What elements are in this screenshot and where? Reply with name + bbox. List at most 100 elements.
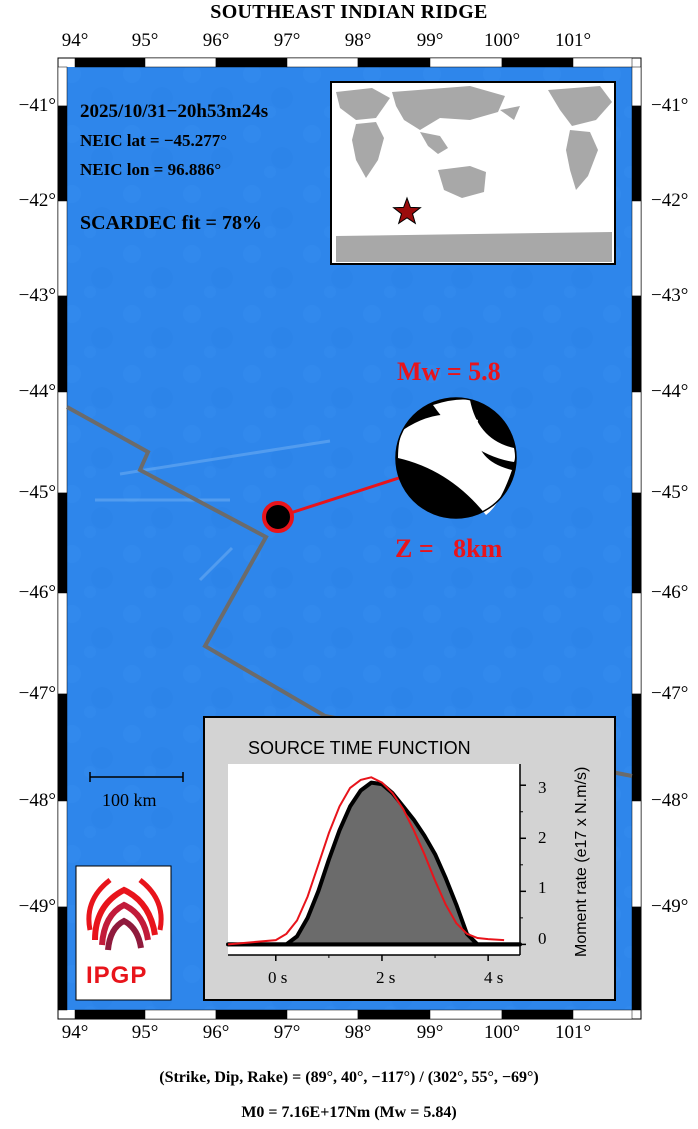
stf-plot-area — [226, 776, 526, 961]
lat-tick-right: −42° — [651, 190, 689, 211]
frame-segment — [429, 1009, 503, 1020]
frame-segment — [631, 492, 642, 594]
stf-panel — [203, 716, 616, 1001]
lat-tick-left: −45° — [18, 482, 56, 503]
frame-segment — [631, 295, 642, 393]
lon-tick-top: 98° — [344, 30, 372, 51]
frame-segment — [501, 57, 574, 68]
frame-segment — [57, 391, 68, 494]
map-frame — [57, 57, 642, 1020]
stf-x-tick: 2 s — [376, 968, 396, 987]
star-icon — [392, 196, 422, 225]
lon-tick-top: 95° — [131, 30, 159, 51]
lat-tick-right: −45° — [651, 482, 689, 503]
lon-tick-bottom: 99° — [416, 1022, 444, 1043]
lat-tick-right: −47° — [651, 683, 689, 704]
frame-segment — [572, 57, 633, 68]
stf-y-tick: 3 — [538, 778, 547, 797]
lat-tick-left: −48° — [18, 790, 56, 811]
stf-x-tick: 0 s — [268, 968, 288, 987]
stf-y-tick: 1 — [538, 878, 547, 897]
depth-label: Z = 8km — [395, 534, 503, 563]
event-datetime: 2025/10/31−20h53m24s — [80, 101, 269, 122]
frame-segment — [429, 57, 503, 68]
frame-segment — [57, 693, 68, 802]
frame-segment — [631, 906, 642, 1011]
stf-title: SOURCE TIME FUNCTION — [248, 738, 471, 758]
frame-segment — [57, 906, 68, 1011]
frame-segment — [57, 200, 68, 297]
frame-segment — [57, 592, 68, 695]
lon-tick-bottom: 96° — [202, 1022, 230, 1043]
magnitude-label: Mw = 5.8 — [397, 357, 501, 386]
strike-dip-rake: (Strike, Dip, Rake) = (89°, 40°, −117°) … — [159, 1069, 539, 1086]
frame-segment — [144, 1009, 217, 1020]
frame-segment — [631, 200, 642, 297]
frame-segment — [501, 1009, 574, 1020]
lon-tick-top: 94° — [61, 30, 89, 51]
lon-tick-bottom: 97° — [273, 1022, 301, 1043]
frame-segment — [631, 693, 642, 802]
frame-segment — [74, 57, 146, 68]
frame-segment — [357, 1009, 431, 1020]
lat-tick-left: −46° — [18, 582, 56, 603]
stf-y-tick: 0 — [538, 929, 547, 948]
frame-segment — [631, 592, 642, 695]
epicenter-connector-line — [277, 474, 406, 519]
frame-segment — [57, 105, 68, 202]
frame-segment — [631, 800, 642, 908]
frame-segment — [57, 295, 68, 393]
frame-segment — [215, 1009, 288, 1020]
frame-segment — [57, 66, 68, 107]
ipgp-logo — [75, 865, 172, 1001]
lat-tick-right: −49° — [651, 896, 689, 917]
event-latitude: NEIC lat = −45.277° — [80, 131, 228, 150]
lon-tick-bottom: 94° — [61, 1022, 89, 1043]
inset-world-map — [330, 81, 616, 265]
lon-tick-top: 100° — [483, 30, 521, 51]
frame-segment — [74, 1009, 146, 1020]
lat-tick-right: −48° — [651, 790, 689, 811]
scale-bar-label: 100 km — [102, 790, 157, 810]
epicenter-marker[interactable] — [262, 501, 294, 533]
lon-tick-bottom: 100° — [483, 1022, 521, 1043]
focal-mechanism-beachball[interactable] — [395, 397, 517, 519]
lat-tick-right: −46° — [651, 582, 689, 603]
lat-tick-left: −41° — [18, 95, 56, 116]
lon-tick-bottom: 98° — [344, 1022, 372, 1043]
lon-tick-top: 101° — [554, 30, 592, 51]
lat-tick-left: −49° — [18, 896, 56, 917]
frame-segment — [215, 57, 288, 68]
frame-segment — [357, 57, 431, 68]
seismic-moment: M0 = 7.16E+17Nm (Mw = 5.84) — [241, 1104, 457, 1121]
frame-segment — [631, 105, 642, 202]
lat-tick-right: −41° — [651, 95, 689, 116]
scardec-fit: SCARDEC fit = 78% — [80, 212, 262, 234]
event-longitude: NEIC lon = 96.886° — [80, 160, 222, 179]
lon-tick-bottom: 95° — [131, 1022, 159, 1043]
scale-bar — [89, 772, 184, 782]
lon-tick-bottom: 101° — [554, 1022, 592, 1043]
stf-y-tick: 2 — [538, 828, 547, 847]
lon-tick-top: 99° — [416, 30, 444, 51]
lat-tick-right: −43° — [651, 285, 689, 306]
frame-segment — [631, 66, 642, 107]
lat-tick-left: −43° — [18, 285, 56, 306]
lon-tick-top: 96° — [202, 30, 230, 51]
stf-x-tick: 4 s — [484, 968, 504, 987]
lat-tick-left: −47° — [18, 683, 56, 704]
frame-segment — [631, 391, 642, 494]
frame-segment — [286, 1009, 359, 1020]
frame-segment — [286, 57, 359, 68]
frame-segment — [57, 492, 68, 594]
frame-segment — [572, 1009, 633, 1020]
stf-y-axis-label: Moment rate (e17 x N.m/s) — [573, 766, 590, 957]
lat-tick-right: −44° — [651, 381, 689, 402]
lon-tick-top: 97° — [273, 30, 301, 51]
map-title: SOUTHEAST INDIAN RIDGE — [210, 1, 488, 23]
frame-segment — [57, 800, 68, 908]
lat-tick-left: −44° — [18, 381, 56, 402]
frame-segment — [144, 57, 217, 68]
